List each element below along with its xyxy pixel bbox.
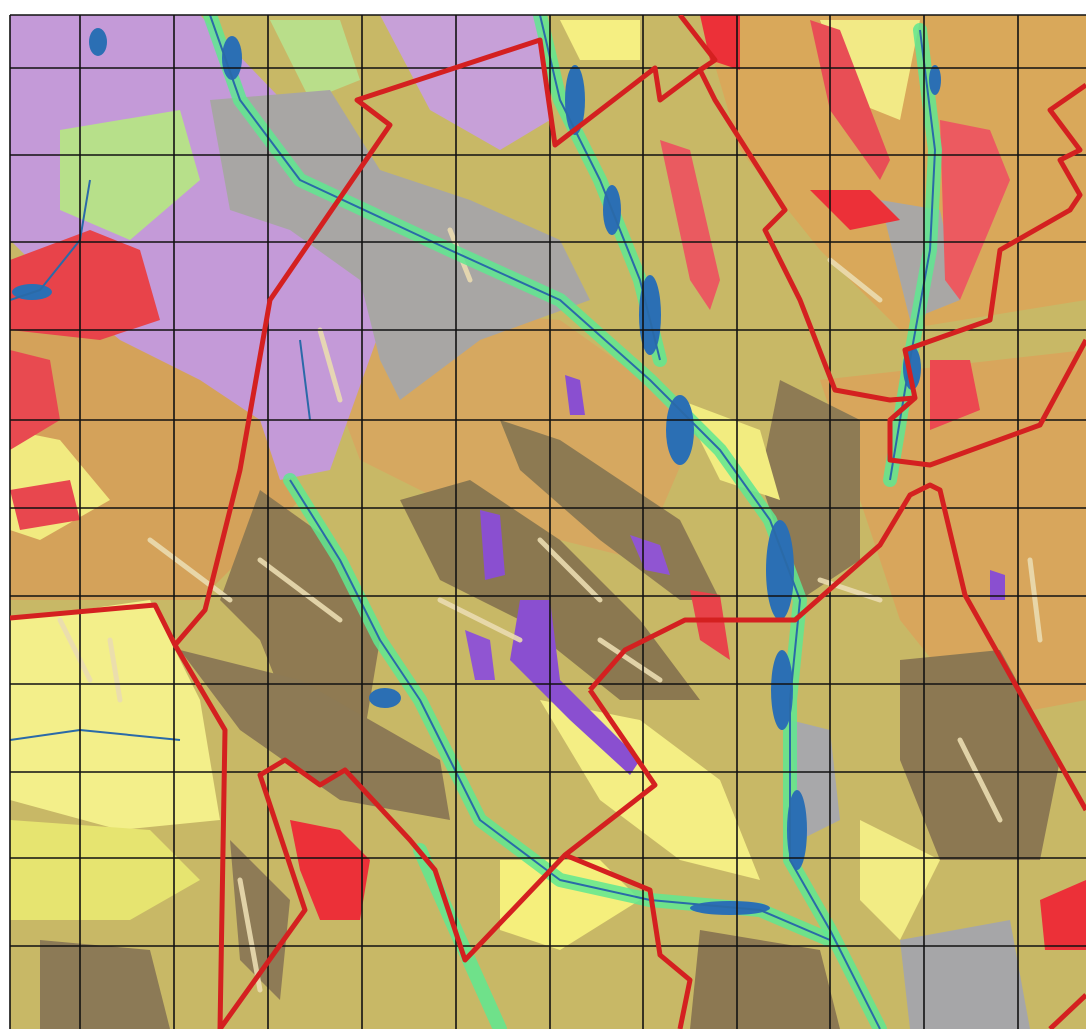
boundary — [678, 15, 718, 73]
yellow-unit — [860, 820, 940, 940]
yellow-unit — [560, 20, 640, 60]
lake — [666, 395, 694, 465]
grid — [9, 14, 1086, 1029]
brown-unit — [220, 490, 380, 760]
violet-unit — [630, 535, 670, 575]
lake — [565, 65, 585, 135]
river — [539, 15, 661, 361]
red-unit — [1040, 880, 1086, 950]
violet-unit — [480, 510, 505, 580]
violet-unit — [465, 630, 495, 680]
yellow-unit — [500, 860, 640, 950]
brown-unit — [180, 650, 450, 820]
green-unit — [270, 20, 360, 100]
red-unit — [660, 140, 720, 310]
lake — [89, 28, 107, 56]
lake — [369, 688, 401, 708]
red-unit — [10, 230, 160, 340]
red-unit — [10, 480, 80, 530]
red-unit — [290, 820, 370, 920]
river — [209, 15, 881, 1029]
brown-unit — [230, 840, 290, 1000]
brown-unit — [690, 930, 840, 1029]
boundaries — [10, 15, 1086, 1029]
boundary — [588, 482, 1086, 812]
yellow-unit — [680, 400, 780, 500]
green-unit — [60, 110, 200, 240]
violet-unit — [510, 600, 640, 775]
lake — [766, 520, 794, 620]
red-unit — [810, 190, 900, 230]
boundary — [887, 338, 1086, 468]
boundary — [217, 688, 658, 1029]
lake — [222, 36, 242, 80]
brown-unit — [40, 940, 170, 1029]
gray-unit — [900, 920, 1030, 1029]
boundary — [172, 643, 228, 1029]
gray-unit — [210, 90, 590, 400]
red-unit — [930, 360, 980, 430]
river — [289, 479, 831, 941]
gray-unit — [880, 200, 960, 320]
boundary — [10, 37, 1086, 648]
boundary — [564, 852, 693, 1029]
yellow-unit — [10, 820, 200, 920]
violet-unit — [565, 375, 585, 415]
brown-unit — [500, 420, 720, 600]
red-unit — [10, 350, 60, 450]
lake — [771, 650, 793, 730]
red-unit — [940, 120, 1010, 300]
red-unit — [690, 590, 730, 660]
boundary — [1048, 993, 1086, 1029]
violet-unit — [990, 570, 1005, 600]
lake — [787, 790, 807, 870]
brown-unit — [900, 650, 1060, 860]
lake — [929, 65, 941, 95]
